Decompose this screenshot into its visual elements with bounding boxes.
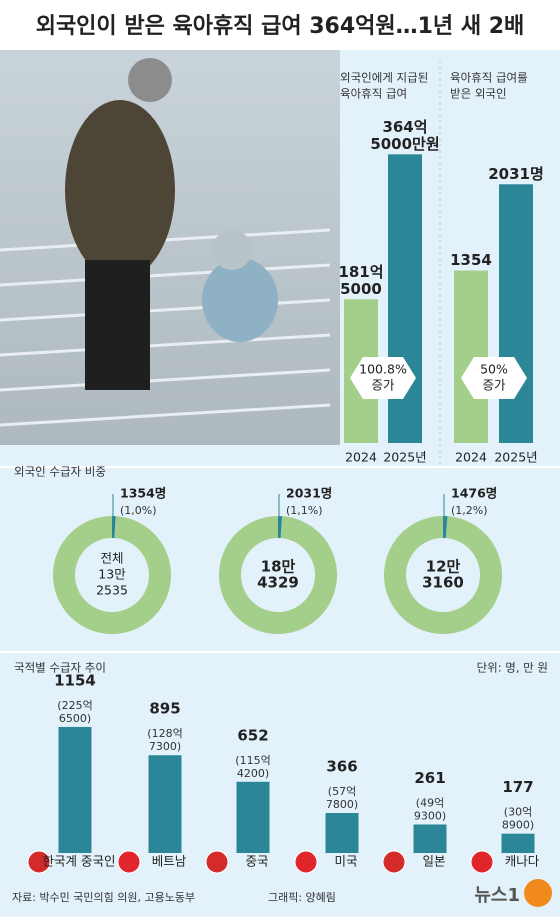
chart-title: 육아휴직 급여를 xyxy=(450,71,528,85)
bar xyxy=(58,726,92,853)
count-label: 2031명 xyxy=(286,486,332,501)
x-tick-label: 2024 xyxy=(345,450,377,465)
x-tick-label: 2025년 xyxy=(494,450,537,465)
flag xyxy=(205,850,229,874)
center-label: 12만 xyxy=(426,558,461,576)
change-label: 증가 xyxy=(482,378,506,393)
bar xyxy=(148,755,182,853)
value-label: (1,2%) xyxy=(451,504,488,517)
value-label: 181억 xyxy=(338,263,383,281)
bar xyxy=(454,270,488,443)
unit: 단위: 명, 만 원 xyxy=(477,661,548,675)
x-tick-label: 2025년 xyxy=(383,450,426,465)
change-label: 증가 xyxy=(371,378,395,393)
amount-label: (225억 xyxy=(57,699,92,712)
bar xyxy=(501,833,535,853)
center-label: 전체 xyxy=(100,551,123,566)
value-label: 1354 xyxy=(450,251,492,269)
bar xyxy=(236,781,270,853)
bar xyxy=(499,184,533,444)
center-label: 3160 xyxy=(422,574,464,592)
figure xyxy=(212,230,252,270)
bar xyxy=(413,824,447,853)
donut-slice xyxy=(443,516,448,539)
amount-label: (128억 xyxy=(147,727,182,740)
donut-slice xyxy=(278,516,283,539)
value-label: 652 xyxy=(237,726,268,744)
amount-label: (115억 xyxy=(235,754,270,767)
source: 자료: 박수민 국민의힘 의원, 고용노동부 xyxy=(12,891,195,904)
value-label: 5000만원 xyxy=(370,135,439,153)
figure xyxy=(65,100,175,280)
x-tick-label: 중국 xyxy=(245,854,268,869)
credit: 그래픽: 양혜림 xyxy=(268,891,336,904)
badge xyxy=(350,357,416,399)
chart-title: 육아휴직 급여 xyxy=(340,87,407,101)
bar xyxy=(325,813,359,853)
value-label: 366 xyxy=(326,758,357,776)
figure xyxy=(202,258,278,342)
x-tick-label: 미국 xyxy=(334,854,357,869)
value-label: 2031명 xyxy=(488,165,544,183)
donut-slice xyxy=(112,516,116,539)
x-tick-label: 캐나다 xyxy=(505,854,540,869)
amount-label: 8900) xyxy=(502,819,534,832)
x-tick-label: 일본 xyxy=(422,854,445,869)
badge xyxy=(461,357,527,399)
flag xyxy=(117,850,141,874)
center-label: 13만 xyxy=(98,567,126,582)
center-label: 2535 xyxy=(96,583,128,598)
logo-mark xyxy=(524,879,552,907)
change-label: 100.8% xyxy=(359,362,407,377)
count-label: 1476명 xyxy=(451,486,497,501)
count-label: 1354명 xyxy=(120,486,166,501)
amount-label: 4200) xyxy=(237,767,269,780)
flag xyxy=(27,850,51,874)
x-tick-label: 베트남 xyxy=(152,854,187,869)
value-label: 261 xyxy=(414,769,445,787)
flag xyxy=(470,850,494,874)
flag xyxy=(294,850,318,874)
figure xyxy=(128,58,172,102)
logo: 뉴스1 xyxy=(474,885,520,906)
amount-label: 7800) xyxy=(326,798,358,811)
amount-label: 6500) xyxy=(59,712,91,725)
value-label: (1,0%) xyxy=(120,504,157,517)
chart-title: 외국인 수급자 비중 xyxy=(14,465,106,479)
donut-rest xyxy=(53,516,172,634)
bar xyxy=(388,154,422,443)
value-label: 895 xyxy=(149,700,180,718)
value-label: 177 xyxy=(502,778,533,796)
amount-label: (30억 xyxy=(504,806,532,819)
figure xyxy=(85,260,150,390)
chart-title: 받은 외국인 xyxy=(450,87,507,101)
stairs xyxy=(0,228,331,427)
donut-rest xyxy=(384,516,503,634)
center-label: 18만 xyxy=(261,558,296,576)
amount-label: 9300) xyxy=(414,809,446,822)
value-label: 5000 xyxy=(340,280,382,298)
chart-title: 국적별 수급자 추이 xyxy=(14,661,106,675)
flag xyxy=(382,850,406,874)
amount-label: 7300) xyxy=(149,740,181,753)
chart-title: 외국인에게 지급된 xyxy=(340,71,428,85)
center-label: 4329 xyxy=(257,574,299,592)
x-tick-label: 한국계 중국인 xyxy=(43,854,116,869)
value-label: 1154 xyxy=(54,671,96,689)
amount-label: (49억 xyxy=(416,796,444,809)
value-label: (1,1%) xyxy=(286,504,323,517)
x-tick-label: 2024 xyxy=(455,450,487,465)
donut-rest xyxy=(219,516,338,634)
title: 외국인이 받은 육아휴직 급여 364억원…1년 새 2배 xyxy=(36,14,525,39)
change-label: 50% xyxy=(480,362,508,377)
value-label: 364억 xyxy=(382,118,427,136)
amount-label: (57억 xyxy=(328,785,356,798)
